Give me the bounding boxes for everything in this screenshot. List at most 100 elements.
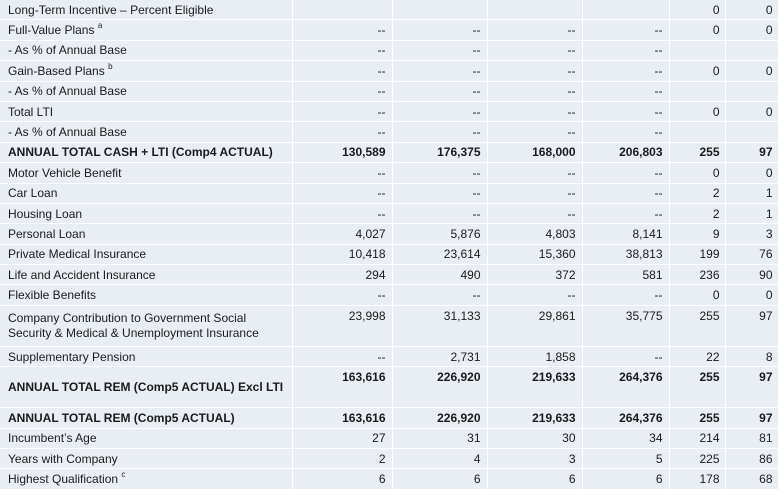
footnote-marker: a bbox=[97, 21, 103, 31]
table-cell: 1,858 bbox=[487, 346, 583, 368]
table-cell: 8 bbox=[725, 346, 778, 368]
table-row: Total LTI -- -- -- -- 0 0 bbox=[0, 101, 778, 123]
table-cell: 38,813 bbox=[582, 244, 670, 266]
table-cell: 3 bbox=[725, 223, 778, 245]
table-cell: 236 bbox=[669, 264, 726, 286]
table-row: Full-Value Plans a -- -- -- -- 0 0 bbox=[0, 19, 778, 41]
table-cell: -- bbox=[487, 81, 583, 102]
row-label-text: Long-Term Incentive – Percent Eligible bbox=[8, 2, 214, 17]
table-cell: 31,133 bbox=[392, 305, 488, 347]
row-label: Car Loan bbox=[0, 183, 293, 204]
table-cell: -- bbox=[582, 121, 670, 143]
table-cell: -- bbox=[487, 40, 583, 62]
table-cell bbox=[725, 81, 778, 102]
table-cell: -- bbox=[392, 81, 488, 102]
table-cell bbox=[392, 0, 488, 21]
table-cell: -- bbox=[582, 162, 670, 184]
row-label: Personal Loan bbox=[0, 223, 293, 245]
table-cell: 2 bbox=[292, 448, 393, 470]
table-cell: 27 bbox=[292, 428, 393, 450]
table-cell: -- bbox=[582, 19, 670, 41]
table-row: Personal Loan 4,027 5,876 4,803 8,141 9 3 bbox=[0, 223, 778, 245]
table-cell: 226,920 bbox=[392, 366, 488, 409]
row-label: - As % of Annual Base bbox=[0, 40, 293, 62]
table-cell: 225 bbox=[669, 448, 726, 470]
table-cell: 206,803 bbox=[582, 142, 670, 164]
table-cell: 4,803 bbox=[487, 223, 583, 245]
table-cell: 163,616 bbox=[292, 407, 393, 429]
table-row: Years with Company 2 4 3 5 225 86 bbox=[0, 448, 778, 470]
table-cell: 8,141 bbox=[582, 223, 670, 245]
footnote-marker: c bbox=[121, 470, 126, 480]
row-label-text: Private Medical Insurance bbox=[8, 247, 147, 262]
table-cell bbox=[669, 121, 726, 143]
table-cell: 0 bbox=[725, 0, 778, 21]
table-cell: -- bbox=[487, 162, 583, 184]
row-label: Highest Qualification c bbox=[0, 468, 293, 490]
row-label-text: Motor Vehicle Benefit bbox=[8, 165, 122, 180]
row-label-text: Supplementary Pension bbox=[8, 349, 136, 364]
row-label-text: - As % of Annual Base bbox=[8, 84, 127, 99]
table-cell: 31 bbox=[392, 428, 488, 450]
table-cell: 219,633 bbox=[487, 366, 583, 409]
table-cell: 168,000 bbox=[487, 142, 583, 164]
table-row: ANNUAL TOTAL REM (Comp5 ACTUAL) Excl LTI… bbox=[0, 366, 778, 409]
table-cell: 264,376 bbox=[582, 366, 670, 409]
table-cell: 2 bbox=[669, 183, 726, 204]
table-cell: -- bbox=[582, 203, 670, 225]
table-row: Private Medical Insurance 10,418 23,614 15,… bbox=[0, 244, 778, 266]
table-cell: 6 bbox=[582, 468, 670, 490]
table-cell: -- bbox=[582, 346, 670, 368]
row-label: Incumbent’s Age bbox=[0, 428, 293, 450]
table-cell: 0 bbox=[669, 0, 726, 21]
table-cell: -- bbox=[292, 346, 393, 368]
row-label: Supplementary Pension bbox=[0, 346, 293, 368]
table-cell: 5,876 bbox=[392, 223, 488, 245]
table-row: Highest Qualification c 6 6 6 6 178 68 bbox=[0, 468, 778, 490]
table-cell: 0 bbox=[725, 19, 778, 41]
row-label-text: - As % of Annual Base bbox=[8, 43, 127, 58]
table-cell bbox=[292, 0, 393, 21]
table-cell: -- bbox=[392, 19, 488, 41]
table-row: Housing Loan -- -- -- -- 2 1 bbox=[0, 203, 778, 225]
table-cell: 5 bbox=[582, 448, 670, 470]
row-label-text: ANNUAL TOTAL CASH + LTI (Comp4 ACTUAL) bbox=[8, 145, 273, 160]
table-cell: 0 bbox=[725, 60, 778, 82]
table-cell: -- bbox=[292, 40, 393, 62]
row-label: ANNUAL TOTAL REM (Comp5 ACTUAL) Excl LTI bbox=[0, 366, 293, 409]
table-cell: 0 bbox=[669, 60, 726, 82]
table-cell: -- bbox=[487, 284, 583, 306]
table-row: Motor Vehicle Benefit -- -- -- -- 0 0 bbox=[0, 162, 778, 184]
table-cell: -- bbox=[582, 183, 670, 204]
table-row: Life and Accident Insurance 294 490 372 581 2… bbox=[0, 264, 778, 286]
row-label-text: Total LTI bbox=[8, 104, 54, 119]
table-cell: 4 bbox=[392, 448, 488, 470]
table-cell: 97 bbox=[725, 305, 778, 347]
table-cell: 1 bbox=[725, 183, 778, 204]
table-row: Incumbent’s Age 27 31 30 34 214 81 bbox=[0, 428, 778, 450]
table-cell: -- bbox=[292, 284, 393, 306]
table-cell: 219,633 bbox=[487, 407, 583, 429]
table-cell: 0 bbox=[725, 162, 778, 184]
table-cell: 3 bbox=[487, 448, 583, 470]
row-label-text: ANNUAL TOTAL REM (Comp5 ACTUAL) bbox=[8, 410, 235, 425]
table-cell: 0 bbox=[669, 162, 726, 184]
table-cell: 199 bbox=[669, 244, 726, 266]
table-cell: 372 bbox=[487, 264, 583, 286]
row-label: Gain-Based Plans b bbox=[0, 60, 293, 82]
table-cell: 9 bbox=[669, 223, 726, 245]
row-label: ANNUAL TOTAL CASH + LTI (Comp4 ACTUAL) bbox=[0, 142, 293, 164]
table-cell bbox=[582, 0, 670, 21]
table-cell: 68 bbox=[725, 468, 778, 490]
table-cell bbox=[725, 121, 778, 143]
row-label: Motor Vehicle Benefit bbox=[0, 162, 293, 184]
row-label: Years with Company bbox=[0, 448, 293, 470]
table-cell: -- bbox=[392, 121, 488, 143]
row-label-text: - As % of Annual Base bbox=[8, 125, 127, 140]
row-label-text: Full-Value Plans bbox=[8, 23, 95, 38]
table-cell: -- bbox=[392, 183, 488, 204]
table-cell: 76 bbox=[725, 244, 778, 266]
table-row: Company Contribution to Government Socia… bbox=[0, 305, 778, 347]
table-cell: -- bbox=[487, 121, 583, 143]
